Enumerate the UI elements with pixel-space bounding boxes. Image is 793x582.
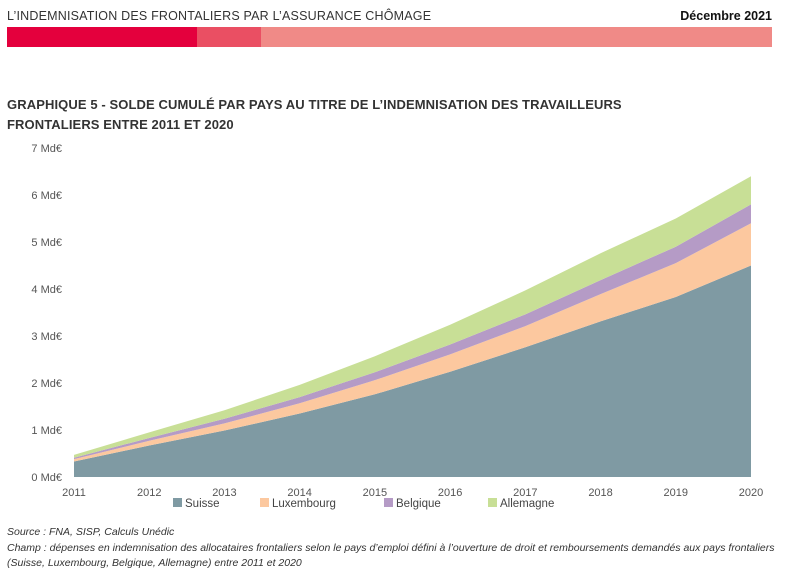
chart-title-line2: FRONTALIERS ENTRE 2011 ET 2020 [7,117,234,132]
legend-label-belgique: Belgique [396,498,441,510]
x-tick-label: 2020 [739,487,763,499]
y-tick-label: 1 Md€ [31,425,62,437]
legend-swatch-belgique [384,498,393,507]
chart-legend: Suisse Luxembourg Belgique Allemagne [173,498,554,510]
x-tick-label: 2011 [62,487,86,499]
y-tick-label: 3 Md€ [31,331,62,343]
legend-label-luxembourg: Luxembourg [272,498,336,510]
y-tick-label: 0 Md€ [31,472,62,484]
chart-notes: Source : FNA, SISP, Calculs Unédic Champ… [7,525,787,572]
x-tick-label: 2018 [588,487,612,499]
header-bar-segment [7,27,197,47]
x-tick-label: 2016 [438,487,462,499]
x-axis-ticks: 2011 2012 2013 2014 2015 2016 2017 2018 2019 2020 [62,487,763,499]
source-note: Source : FNA, SISP, Calculs Unédic [7,526,175,538]
legend-label-suisse: Suisse [185,498,220,510]
legend-swatch-allemagne [488,498,497,507]
y-tick-label: 7 Md€ [31,143,62,155]
legend-swatch-suisse [173,498,182,507]
header-color-bar [7,27,772,47]
x-tick-label: 2014 [287,487,311,499]
chart-title-line1: GRAPHIQUE 5 - SOLDE CUMULÉ PAR PAYS AU T… [7,97,622,112]
x-tick-label: 2015 [363,487,387,499]
chart-areas [74,176,751,477]
x-tick-label: 2012 [137,487,161,499]
header-bar-segment [261,27,772,47]
header-date: Décembre 2021 [680,9,772,23]
area-suisse [74,265,751,477]
champ-note: Champ : dépenses en indemnisation des al… [7,541,775,570]
x-tick-label: 2013 [212,487,236,499]
x-tick-label: 2019 [664,487,688,499]
legend-swatch-luxembourg [260,498,269,507]
x-tick-label: 2017 [513,487,537,499]
y-tick-label: 5 Md€ [31,237,62,249]
chart-title: GRAPHIQUE 5 - SOLDE CUMULÉ PAR PAYS AU T… [7,95,767,135]
y-axis-ticks: 0 Md€ 1 Md€ 2 Md€ 3 Md€ 4 Md€ 5 Md€ 6 Md€ 7 Md€ [31,143,62,484]
y-tick-label: 4 Md€ [31,284,62,296]
header-bar-segment [197,27,261,47]
header-title: L’INDEMNISATION DES FRONTALIERS PAR L’AS… [7,9,432,23]
y-tick-label: 6 Md€ [31,190,62,202]
stacked-area-chart: 0 Md€ 1 Md€ 2 Md€ 3 Md€ 4 Md€ 5 Md€ 6 Md€ 7 Md€… [31,143,763,510]
y-tick-label: 2 Md€ [31,378,62,390]
legend-label-allemagne: Allemagne [500,498,554,510]
